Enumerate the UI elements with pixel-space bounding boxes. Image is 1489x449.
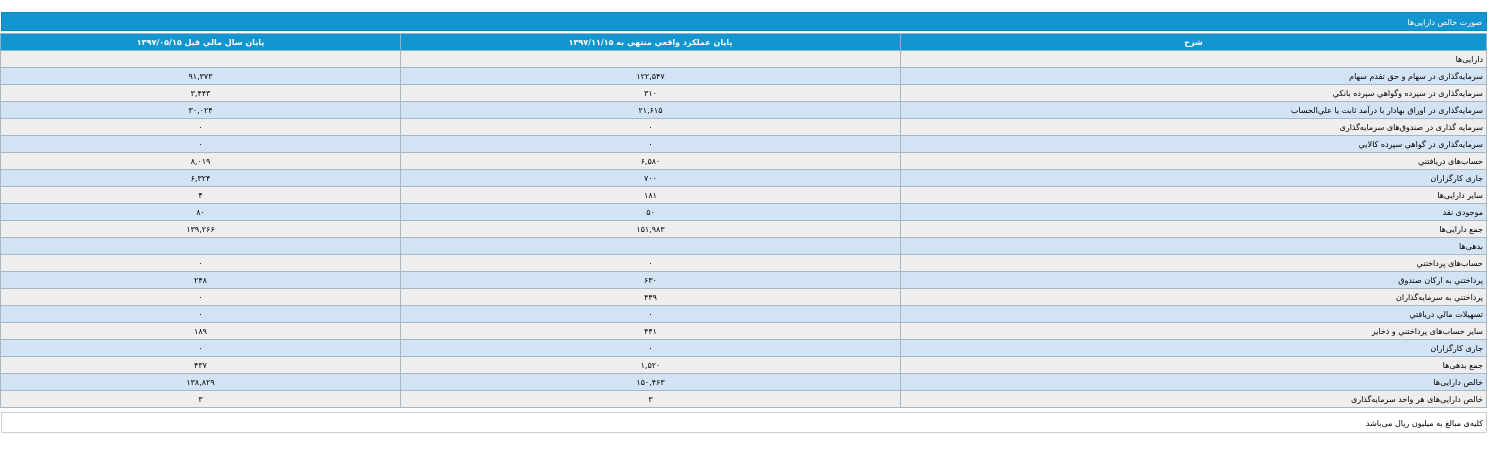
table-row: حساب‌های پرداختني ۰ ۰ xyxy=(0,254,1487,272)
row-value-current: ۱۵۰,۴۶۳ xyxy=(400,373,901,391)
row-label: سایر حساب‌های پرداختني و ذخایر xyxy=(900,322,1487,340)
table-row: سرمایه‌گذاری در سپرده وگواهي سپرده بانکي… xyxy=(0,84,1487,102)
row-value-current: ۱۵۱,۹۸۳ xyxy=(400,220,901,238)
table-row: دارایی‌ها xyxy=(0,50,1487,68)
row-value-previous xyxy=(0,50,401,68)
row-value-previous: ۰ xyxy=(0,254,401,272)
row-label: جمع بدهی‌ها xyxy=(900,356,1487,374)
row-label: بدهی‌ها xyxy=(900,237,1487,255)
row-value-current: ۶۳۰ xyxy=(400,271,901,289)
table-row: پرداختني به سرمایه‌گذاران ۴۴۹ ۰ xyxy=(0,288,1487,306)
table-body: دارایی‌ها سرمایه‌گذاری در سهام و حق تقدم … xyxy=(0,50,1487,408)
table-row: جاری کارگزاران ۰ ۰ xyxy=(0,339,1487,357)
row-value-previous: ۰ xyxy=(0,135,401,153)
row-value-current: ۲۱,۶۱۵ xyxy=(400,101,901,119)
row-value-current: ۶,۵۸۰ xyxy=(400,152,901,170)
row-label: پرداختني به ارکان صندوق xyxy=(900,271,1487,289)
panel-title: صورت خالص دارایی‌ها xyxy=(1,12,1487,31)
row-value-current: ۰ xyxy=(400,339,901,357)
row-label: دارایی‌ها xyxy=(900,50,1487,68)
row-value-previous: ۰ xyxy=(0,305,401,323)
row-value-current: ۰ xyxy=(400,305,901,323)
row-value-previous: ۴ xyxy=(0,186,401,204)
row-value-current xyxy=(400,50,901,68)
column-header-current-period: پایان عملکرد واقعي منتهي به ۱۳۹۷/۱۱/۱۵ xyxy=(400,33,901,51)
row-value-current: ۵۰ xyxy=(400,203,901,221)
table-row: سایر دارایی‌ها ۱۸۱ ۴ xyxy=(0,186,1487,204)
row-value-previous xyxy=(0,237,401,255)
table-row: سایر حساب‌های پرداختني و ذخایر ۴۴۱ ۱۸۹ xyxy=(0,322,1487,340)
table-row: سرمایه گذاری در صندوق‌های سرمایه‌گذاری ۰ ۰ xyxy=(0,118,1487,136)
row-label: سرمایه‌گذاری در گواهي سپرده کالایي xyxy=(900,135,1487,153)
row-value-current: ۰ xyxy=(400,135,901,153)
row-value-current: ۱۸۱ xyxy=(400,186,901,204)
row-label: خالص دارایی‌ها xyxy=(900,373,1487,391)
row-value-previous: ۱۳۹,۲۶۶ xyxy=(0,220,401,238)
row-label: جمع دارایی‌ها xyxy=(900,220,1487,238)
row-value-current: ۴۴۹ xyxy=(400,288,901,306)
row-value-previous: ۳,۴۴۳ xyxy=(0,84,401,102)
row-label: سرمایه‌گذاری در اوراق بهادار با درآمد ثا… xyxy=(900,101,1487,119)
row-value-current: ۰ xyxy=(400,254,901,272)
row-label: تسهیلات مالي دریافتي xyxy=(900,305,1487,323)
row-value-previous: ۸۰ xyxy=(0,203,401,221)
row-label: حساب‌های پرداختني xyxy=(900,254,1487,272)
table-row: حساب‌های دریافتني ۶,۵۸۰ ۸,۰۱۹ xyxy=(0,152,1487,170)
row-label: سرمایه گذاری در صندوق‌های سرمایه‌گذاری xyxy=(900,118,1487,136)
table-row: تسهیلات مالي دریافتي ۰ ۰ xyxy=(0,305,1487,323)
table-row: موجودی نقد ۵۰ ۸۰ xyxy=(0,203,1487,221)
footnote: کلیه‌ی مبالغ به میلیون ریال می‌باشد xyxy=(1,412,1487,433)
row-label: سایر دارایی‌ها xyxy=(900,186,1487,204)
row-label: جاری کارگزاران xyxy=(900,169,1487,187)
row-value-current: ۳ xyxy=(400,390,901,408)
row-label: جاری کارگزاران xyxy=(900,339,1487,357)
statement-panel: صورت خالص دارایی‌ها شرح پایان عملکرد واق… xyxy=(0,12,1487,433)
table-row: خالص دارایی‌های هر واحد سرمایه‌گذاری ۳ ۳ xyxy=(0,390,1487,408)
row-label: سرمایه‌گذاری در سهام و حق تقدم سهام xyxy=(900,67,1487,85)
column-header-previous-year: پایان سال مالي قبل ۱۳۹۷/۰۵/۱۵ xyxy=(0,33,401,51)
table-row: جمع دارایی‌ها ۱۵۱,۹۸۳ ۱۳۹,۲۶۶ xyxy=(0,220,1487,238)
row-value-current: ۳۱۰ xyxy=(400,84,901,102)
table-row: پرداختني به ارکان صندوق ۶۳۰ ۲۴۸ xyxy=(0,271,1487,289)
table-row: سرمایه‌گذاری در سهام و حق تقدم سهام ۱۲۲,۵… xyxy=(0,67,1487,85)
table-row: سرمایه‌گذاری در اوراق بهادار با درآمد ثا… xyxy=(0,101,1487,119)
table-row: بدهی‌ها xyxy=(0,237,1487,255)
table-row: جاری کارگزاران ۷۰۰ ۶,۳۲۴ xyxy=(0,169,1487,187)
net-assets-table: شرح پایان عملکرد واقعي منتهي به ۱۳۹۷/۱۱/… xyxy=(0,33,1487,408)
table-header-row: شرح پایان عملکرد واقعي منتهي به ۱۳۹۷/۱۱/… xyxy=(0,33,1487,51)
row-value-previous: ۰ xyxy=(0,288,401,306)
row-label: حساب‌های دریافتني xyxy=(900,152,1487,170)
row-value-current: ۱۲۲,۵۴۷ xyxy=(400,67,901,85)
row-value-previous: ۳ xyxy=(0,390,401,408)
row-value-previous: ۹۱,۳۷۳ xyxy=(0,67,401,85)
row-value-current: ۴۴۱ xyxy=(400,322,901,340)
row-value-previous: ۳۰,۰۲۴ xyxy=(0,101,401,119)
row-value-previous: ۰ xyxy=(0,118,401,136)
row-value-current: ۰ xyxy=(400,118,901,136)
row-value-current: ۱,۵۲۰ xyxy=(400,356,901,374)
row-value-previous: ۰ xyxy=(0,339,401,357)
row-value-previous: ۴۳۷ xyxy=(0,356,401,374)
column-header-description: شرح xyxy=(900,33,1487,51)
row-value-previous: ۱۸۹ xyxy=(0,322,401,340)
row-value-previous: ۱۳۸,۸۲۹ xyxy=(0,373,401,391)
row-label: خالص دارایی‌های هر واحد سرمایه‌گذاری xyxy=(900,390,1487,408)
row-value-current xyxy=(400,237,901,255)
row-value-previous: ۶,۳۲۴ xyxy=(0,169,401,187)
row-value-previous: ۸,۰۱۹ xyxy=(0,152,401,170)
row-value-current: ۷۰۰ xyxy=(400,169,901,187)
table-row: خالص دارایی‌ها ۱۵۰,۴۶۳ ۱۳۸,۸۲۹ xyxy=(0,373,1487,391)
row-label: موجودی نقد xyxy=(900,203,1487,221)
table-row: جمع بدهی‌ها ۱,۵۲۰ ۴۳۷ xyxy=(0,356,1487,374)
table-row: سرمایه‌گذاری در گواهي سپرده کالایي ۰ ۰ xyxy=(0,135,1487,153)
row-value-previous: ۲۴۸ xyxy=(0,271,401,289)
row-label: سرمایه‌گذاری در سپرده وگواهي سپرده بانکي xyxy=(900,84,1487,102)
row-label: پرداختني به سرمایه‌گذاران xyxy=(900,288,1487,306)
